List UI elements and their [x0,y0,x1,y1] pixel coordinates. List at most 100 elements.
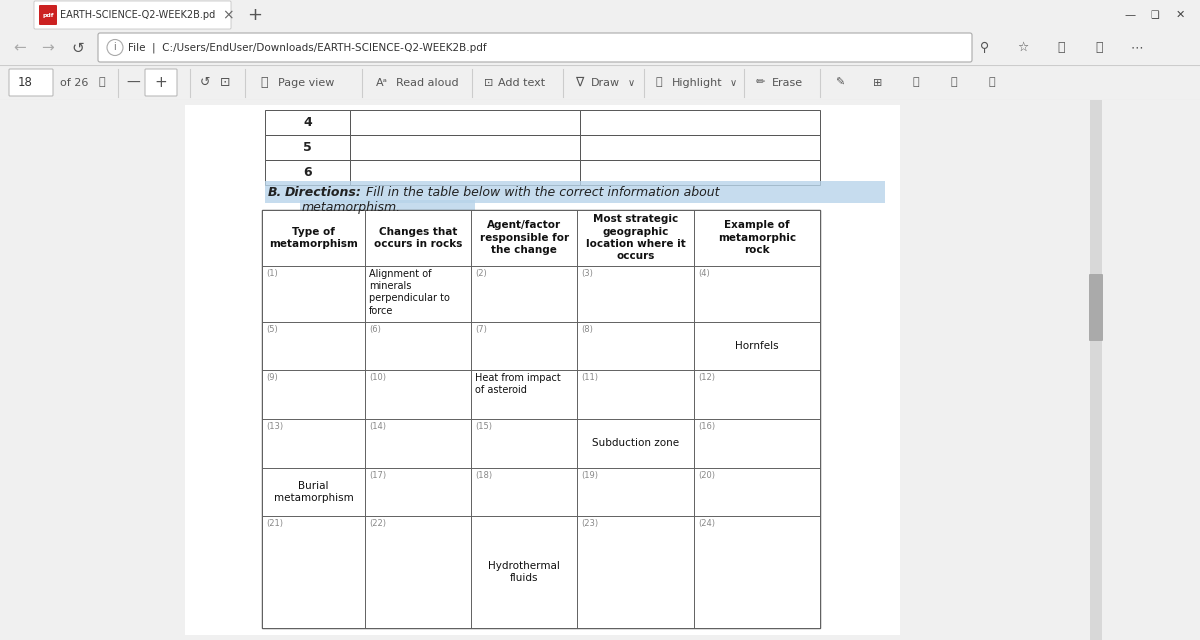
FancyBboxPatch shape [262,210,365,266]
FancyBboxPatch shape [365,468,472,516]
FancyBboxPatch shape [577,210,695,266]
FancyBboxPatch shape [262,266,365,322]
FancyBboxPatch shape [262,210,820,628]
FancyBboxPatch shape [265,135,350,160]
FancyBboxPatch shape [34,1,230,29]
Text: ✏: ✏ [756,77,766,88]
Text: (8): (8) [581,324,593,333]
FancyBboxPatch shape [38,5,58,25]
Text: (1): (1) [266,269,277,278]
Text: (16): (16) [698,422,715,431]
Text: ∇: ∇ [575,76,583,89]
Text: (4): (4) [698,269,710,278]
FancyBboxPatch shape [365,210,472,266]
Text: Aᵃ: Aᵃ [376,77,388,88]
Text: (24): (24) [698,520,715,529]
Text: ⊞: ⊞ [874,77,883,88]
Text: ⊡: ⊡ [484,77,493,88]
FancyBboxPatch shape [265,110,350,135]
FancyBboxPatch shape [365,419,472,468]
Text: Draw: Draw [592,77,620,88]
Text: Changes that
occurs in rocks: Changes that occurs in rocks [374,227,462,249]
Text: B.: B. [268,186,282,200]
FancyBboxPatch shape [472,468,577,516]
FancyBboxPatch shape [472,419,577,468]
Text: (11): (11) [581,373,599,382]
Text: ⎘: ⎘ [1057,41,1064,54]
Text: Page view: Page view [278,77,335,88]
FancyBboxPatch shape [262,322,365,370]
Text: ✕: ✕ [1175,10,1184,20]
Text: (10): (10) [370,373,386,382]
Text: i: i [114,42,116,52]
Text: Hornfels: Hornfels [736,341,779,351]
FancyBboxPatch shape [577,419,695,468]
Text: 🖊: 🖊 [656,77,662,88]
FancyBboxPatch shape [365,516,472,628]
FancyBboxPatch shape [695,370,820,419]
FancyBboxPatch shape [350,160,580,185]
Text: Alignment of
minerals
perpendicular to
force: Alignment of minerals perpendicular to f… [370,269,450,316]
FancyBboxPatch shape [695,322,820,370]
FancyBboxPatch shape [262,370,365,419]
Text: ⋯: ⋯ [1130,41,1144,54]
Text: 18: 18 [18,76,32,89]
FancyBboxPatch shape [472,370,577,419]
Text: ❑: ❑ [1151,10,1159,20]
FancyBboxPatch shape [695,210,820,266]
Text: ⚲: ⚲ [980,41,990,54]
FancyBboxPatch shape [472,210,577,266]
Text: (9): (9) [266,373,277,382]
Text: Read aloud: Read aloud [396,77,458,88]
Text: 🖨: 🖨 [913,77,919,88]
Text: Agent/factor
responsible for
the change: Agent/factor responsible for the change [480,220,569,255]
FancyBboxPatch shape [265,181,886,203]
Text: ✎: ✎ [835,77,845,88]
Text: Erase: Erase [772,77,803,88]
Text: (17): (17) [370,471,386,480]
FancyBboxPatch shape [472,516,577,628]
FancyBboxPatch shape [577,322,695,370]
FancyBboxPatch shape [365,322,472,370]
Text: EARTH-SCIENCE-Q2-WEEK2B.pd: EARTH-SCIENCE-Q2-WEEK2B.pd [60,10,215,20]
Text: (5): (5) [266,324,277,333]
FancyBboxPatch shape [695,516,820,628]
FancyBboxPatch shape [262,516,365,628]
FancyBboxPatch shape [350,135,580,160]
FancyBboxPatch shape [365,266,472,322]
FancyBboxPatch shape [695,266,820,322]
Text: Subduction zone: Subduction zone [593,438,679,449]
Text: ←: ← [13,40,26,56]
FancyBboxPatch shape [580,135,820,160]
FancyBboxPatch shape [577,516,695,628]
Text: (15): (15) [475,422,492,431]
FancyBboxPatch shape [580,160,820,185]
FancyBboxPatch shape [695,419,820,468]
Text: (21): (21) [266,520,283,529]
Text: Highlight: Highlight [672,77,722,88]
Text: File  |  C:/Users/EndUser/Downloads/EARTH-SCIENCE-Q2-WEEK2B.pdf: File | C:/Users/EndUser/Downloads/EARTH-… [128,42,487,52]
Text: (18): (18) [475,471,492,480]
Text: +: + [155,75,167,90]
Text: (6): (6) [370,324,382,333]
FancyBboxPatch shape [10,69,53,96]
Text: 📌: 📌 [989,77,995,88]
Text: —: — [126,76,140,90]
Text: +: + [247,6,263,24]
FancyBboxPatch shape [262,419,365,468]
Text: (22): (22) [370,520,386,529]
Text: Directions:: Directions: [286,186,362,200]
Text: ∨: ∨ [730,77,737,88]
Text: metamorphism.: metamorphism. [302,202,401,214]
FancyBboxPatch shape [472,322,577,370]
Text: pdf: pdf [42,13,54,17]
FancyBboxPatch shape [1090,100,1102,640]
Text: 4: 4 [304,116,312,129]
Text: —: — [1124,10,1135,20]
Text: Example of
metamorphic
rock: Example of metamorphic rock [718,220,797,255]
FancyBboxPatch shape [265,160,350,185]
Text: Hydrothermal
fluids: Hydrothermal fluids [488,561,560,584]
FancyBboxPatch shape [1090,274,1103,341]
FancyBboxPatch shape [472,266,577,322]
Text: (23): (23) [581,520,599,529]
